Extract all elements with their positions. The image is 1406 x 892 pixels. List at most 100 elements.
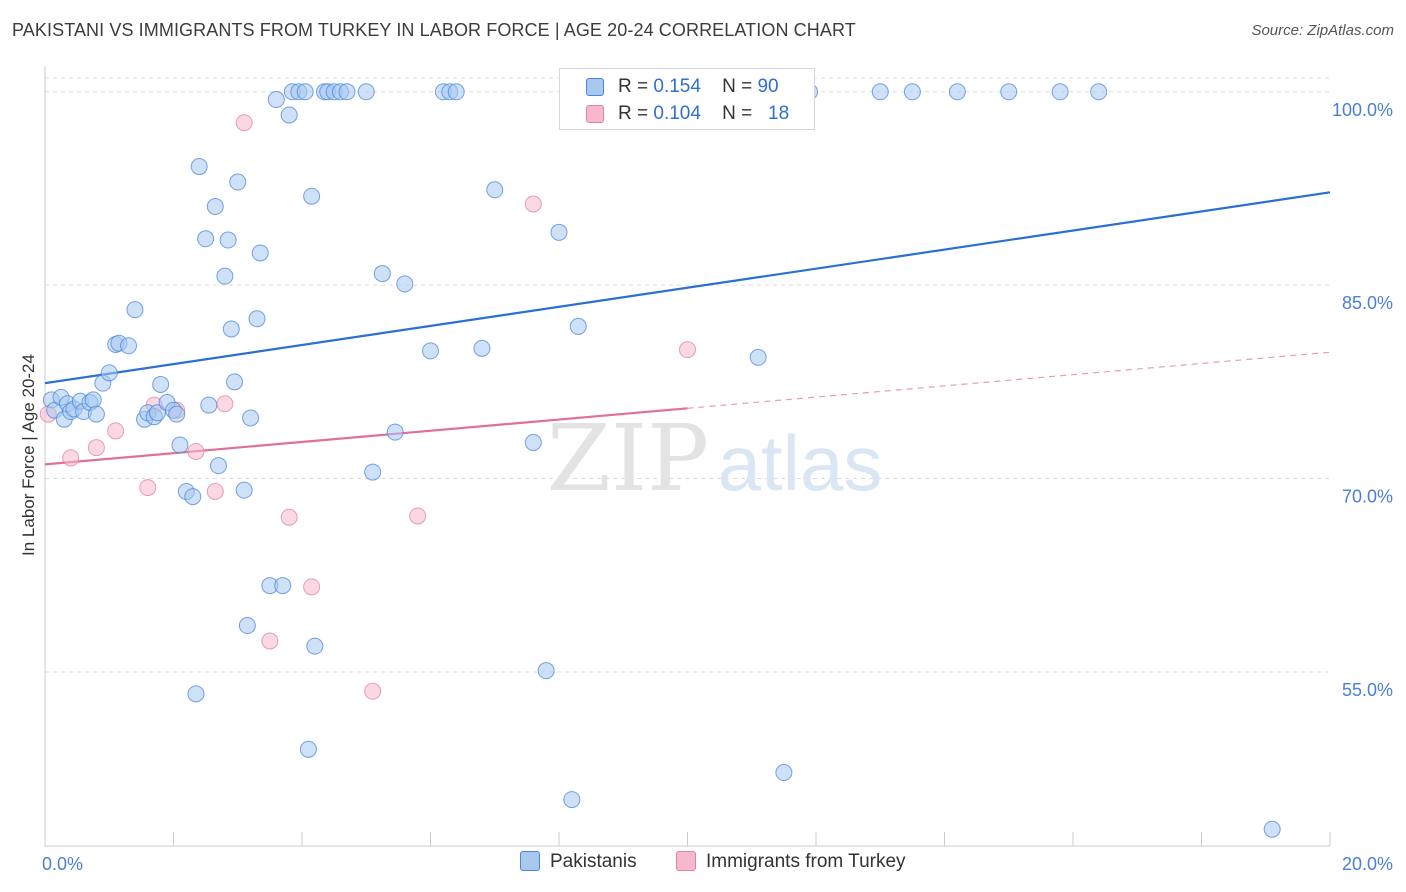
y-tick-label: 100.0% [1332,100,1393,120]
y-axis-title: In Labor Force | Age 20-24 [19,354,38,556]
data-point-turkey [280,508,298,526]
trend-line-turkey [44,407,688,466]
data-point-pakistanis [84,391,102,409]
data-point-pakistanis [100,364,118,382]
data-point-turkey [364,682,382,700]
data-point-pakistanis [486,181,504,199]
data-point-pakistanis [473,339,491,357]
data-point-pakistanis [235,481,253,499]
data-point-turkey [206,482,224,500]
data-point-pakistanis [251,244,269,262]
data-point-pakistanis [447,83,465,101]
y-tick-label: 55.0% [1342,680,1393,700]
data-point-pakistanis [306,637,324,655]
data-point-pakistanis [219,231,237,249]
data-point-pakistanis [229,173,247,191]
data-point-pakistanis [200,396,218,414]
data-point-pakistanis [190,158,208,176]
data-point-pakistanis [209,457,227,475]
data-point-pakistanis [226,373,244,391]
x-tick-labels: 0.0% 20.0% [42,854,1393,874]
data-point-turkey [216,395,234,413]
data-point-pakistanis [550,223,568,241]
data-point-turkey [62,449,80,467]
data-point-turkey [107,422,125,440]
data-point-pakistanis [1051,83,1069,101]
data-point-turkey [679,341,696,359]
bottom-legend-swatch-turkey [676,851,696,871]
bottom-legend-swatch-pakistanis [520,851,540,871]
watermark-zip: ZIP [547,405,709,512]
data-point-pakistanis [903,83,921,101]
data-point-pakistanis [1263,820,1281,838]
trend-line-pakistanis [44,191,1331,385]
data-point-turkey [235,114,253,132]
bottom-legend-turkey: Immigrants from Turkey [676,851,906,873]
data-point-pakistanis [948,83,966,101]
data-point-pakistanis [537,662,555,680]
data-point-pakistanis [396,275,414,293]
axes [44,66,1331,847]
data-point-pakistanis [238,617,256,635]
data-point-turkey [87,439,105,457]
data-point-turkey [524,195,542,213]
trend-line-turkey-extrapolated [687,351,1331,409]
data-point-pakistanis [267,91,285,109]
data-point-pakistanis [373,265,391,283]
data-point-turkey [139,479,157,497]
legend-r-label: R = [618,76,649,97]
data-point-turkey [409,507,427,525]
data-point-pakistanis [87,405,105,423]
data-point-pakistanis [524,433,542,451]
source-credit: Source: ZipAtlas.com [1251,22,1394,39]
x-tick-label-max: 20.0% [1342,854,1393,874]
data-point-pakistanis [871,83,889,101]
data-point-pakistanis [206,198,224,216]
data-point-turkey [261,632,279,650]
data-point-pakistanis [303,187,321,205]
data-point-pakistanis [338,83,356,101]
data-point-pakistanis [152,375,170,393]
data-point-pakistanis [1000,83,1018,101]
data-point-pakistanis [222,320,240,338]
watermark: ZIP atlas [547,405,882,512]
chart-title: PAKISTANI VS IMMIGRANTS FROM TURKEY IN L… [12,20,856,40]
data-point-pakistanis [171,436,189,454]
data-point-pakistanis [749,348,767,366]
data-point-turkey [187,442,205,460]
trend-lines [44,191,1331,466]
data-point-turkey [303,578,321,596]
legend-swatch-turkey [586,105,604,123]
legend-n-label: N = [722,76,753,97]
bottom-legend-label-turkey: Immigrants from Turkey [706,851,906,872]
data-point-pakistanis [1090,83,1108,101]
legend-r-value-turkey: 0.104 [653,103,701,124]
data-point-pakistanis [274,577,292,595]
data-point-pakistanis [299,740,317,758]
y-tick-labels: 55.0% 70.0% 85.0% 100.0% [1332,100,1393,700]
data-point-pakistanis [569,317,587,335]
data-point-pakistanis [242,409,260,427]
data-point-pakistanis [386,423,404,441]
data-point-pakistanis [296,83,314,101]
legend: R = 0.154 N = 90 R = 0.104 N = 18 [559,68,815,130]
data-point-pakistanis [563,791,581,809]
bottom-legend-pakistanis: Pakistanis [520,851,637,873]
legend-r-label: R = [618,103,649,124]
data-point-pakistanis [422,342,439,360]
legend-n-label: N = [722,103,753,124]
x-tick-label-min: 0.0% [42,854,83,874]
legend-n-value-turkey: 18 [768,103,790,124]
data-point-pakistanis [775,764,793,782]
data-point-pakistanis [187,685,205,703]
data-point-pakistanis [197,230,215,248]
bottom-legend-label-pakistanis: Pakistanis [550,851,637,872]
series-pakistanis-points [42,83,1281,838]
data-point-pakistanis [120,337,138,355]
legend-swatch-pakistanis [586,78,604,96]
legend-r-value-pakistanis: 0.154 [653,76,701,97]
data-point-pakistanis [168,405,186,423]
data-point-pakistanis [216,267,234,285]
data-point-pakistanis [184,488,202,506]
